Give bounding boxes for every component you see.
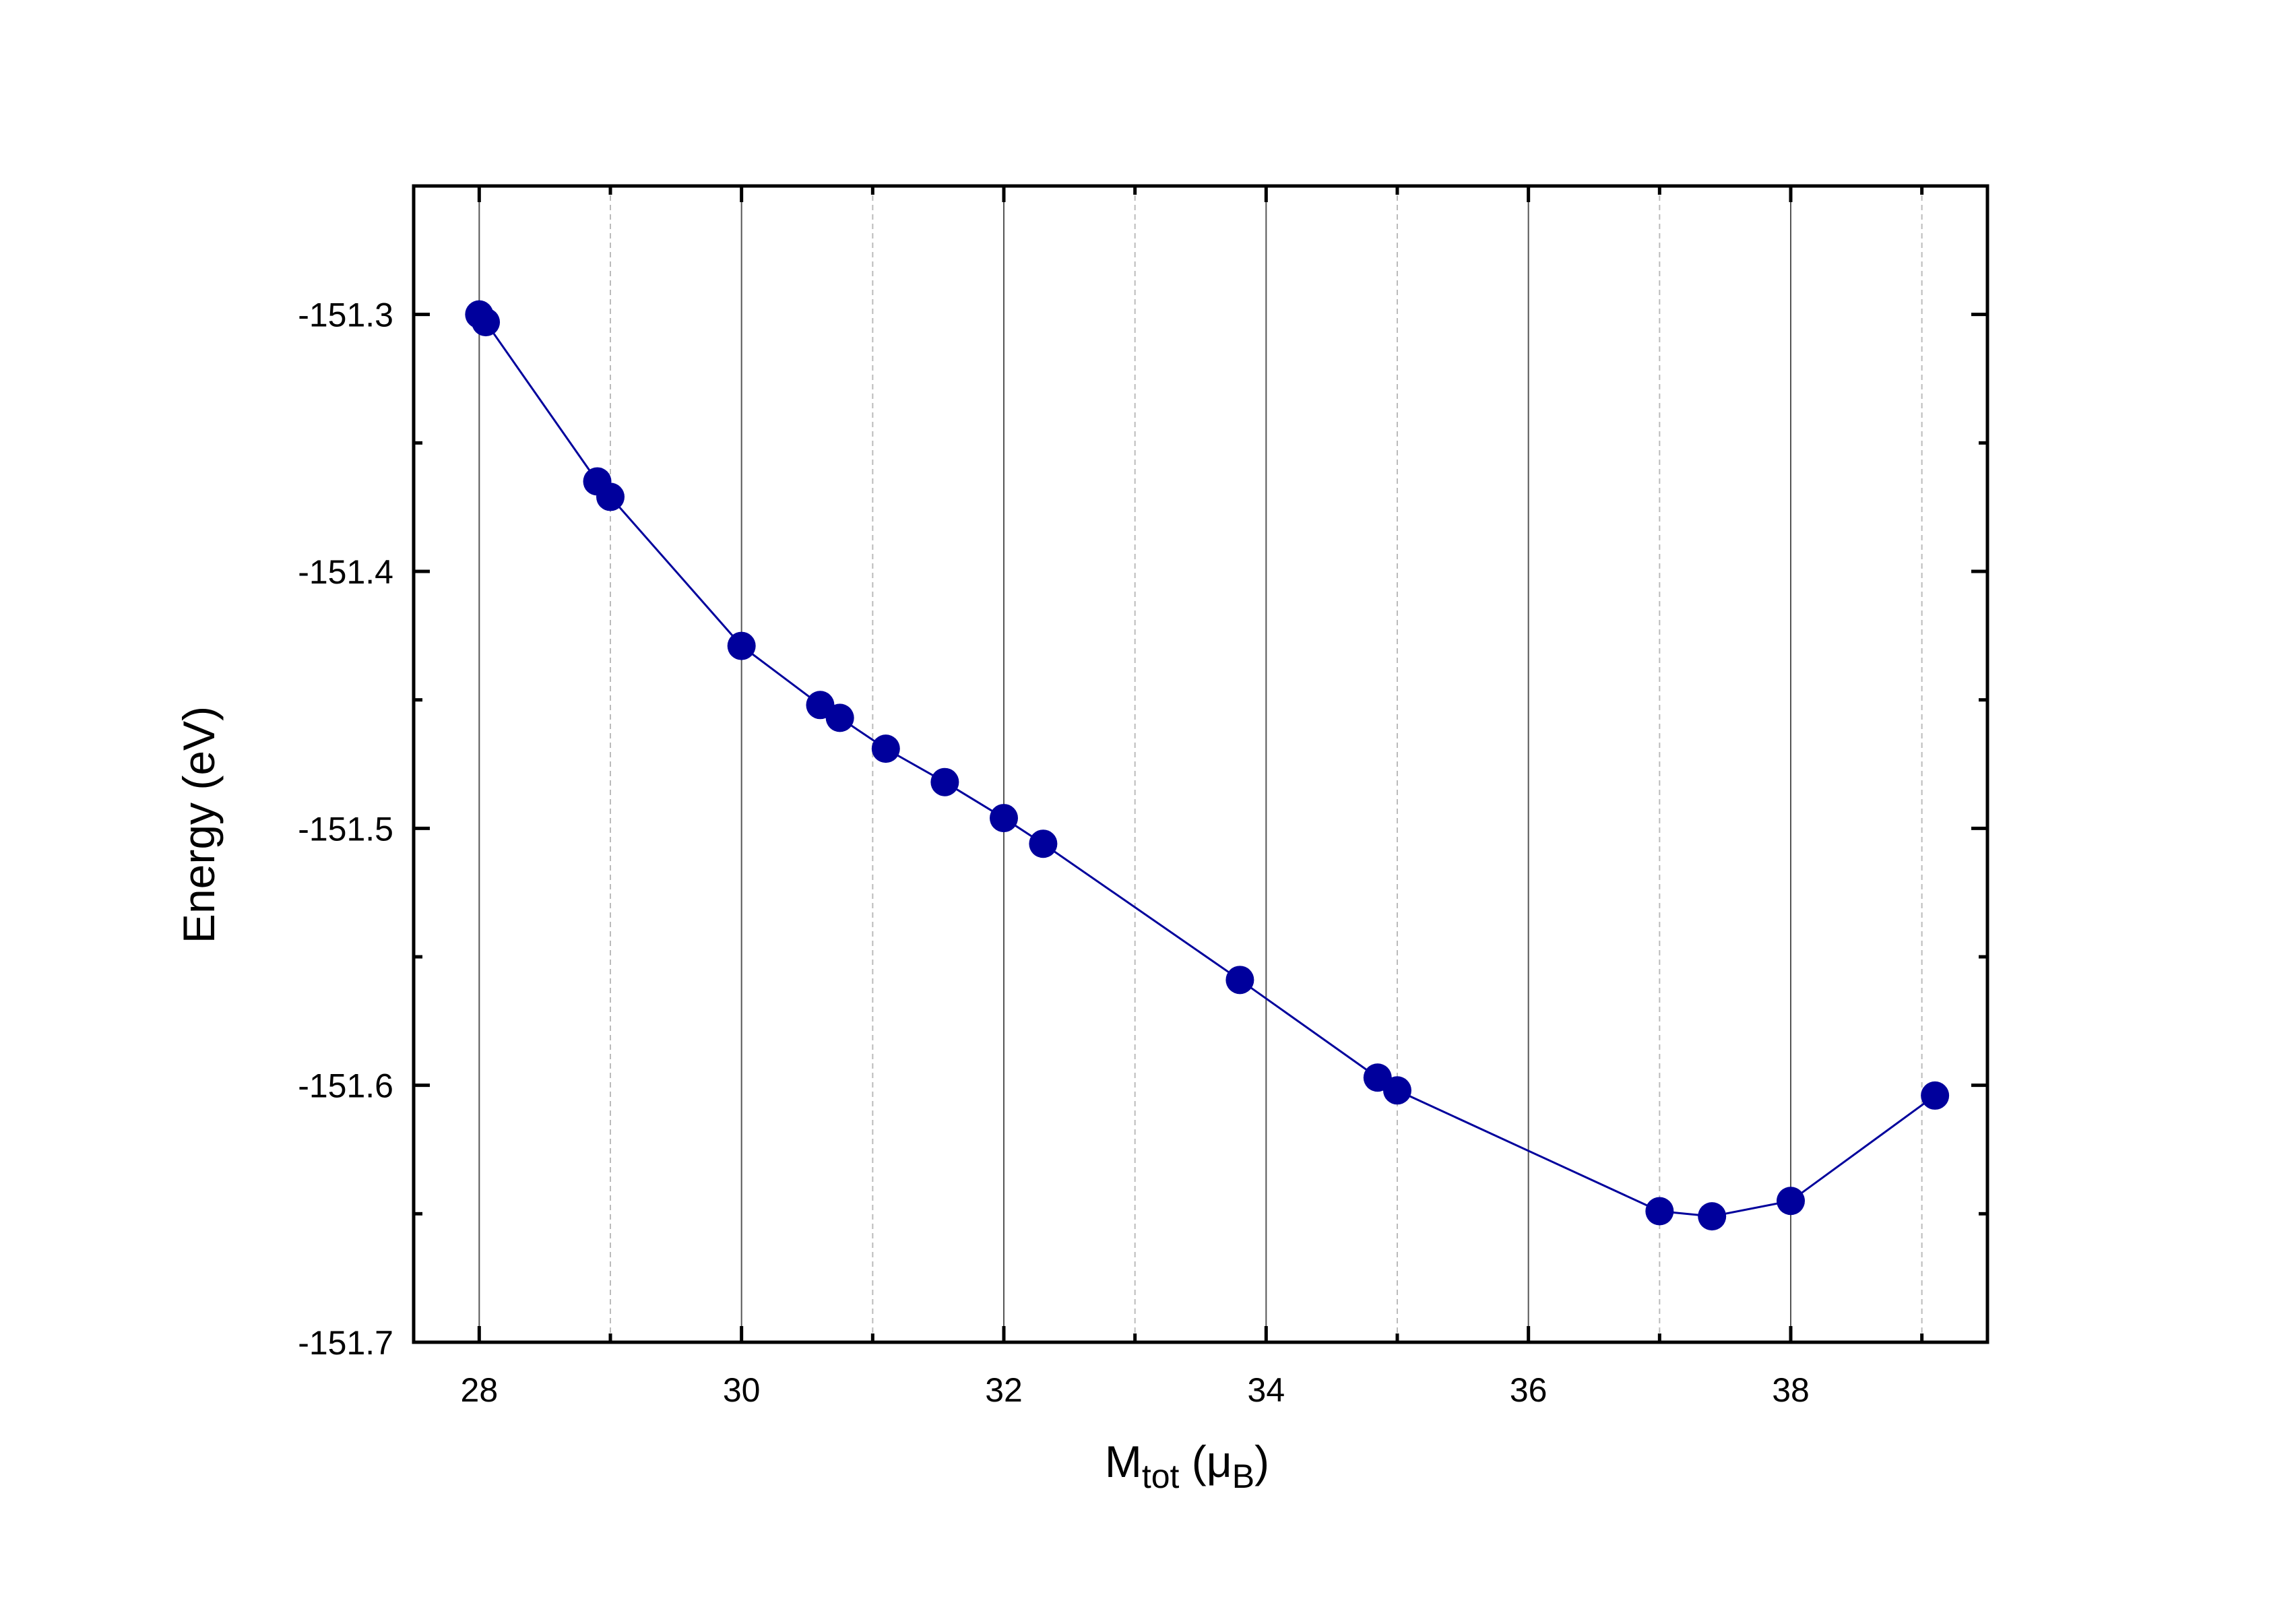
data-point — [1225, 966, 1254, 995]
data-point — [1645, 1197, 1674, 1226]
x-tick-label: 36 — [1510, 1371, 1548, 1409]
x-axis-title-unit-open: (μ — [1179, 1437, 1232, 1486]
plot-frame — [412, 184, 1989, 1344]
x-axis-title-unit-close: ) — [1254, 1437, 1269, 1486]
data-point — [990, 804, 1018, 833]
x-axis-title-unit-sub: B — [1232, 1457, 1254, 1495]
data-point — [472, 308, 501, 337]
data-point — [825, 703, 854, 732]
y-tick-label: -151.3 — [298, 296, 393, 334]
x-tick-label: 30 — [723, 1371, 761, 1409]
data-point — [871, 734, 900, 763]
data-point — [1029, 829, 1058, 858]
x-tick-label: 32 — [985, 1371, 1023, 1409]
data-point — [1383, 1076, 1411, 1105]
x-axis-title-sub: tot — [1142, 1457, 1180, 1495]
x-tick-label: 28 — [461, 1371, 499, 1409]
y-tick-label: -151.7 — [298, 1324, 393, 1362]
axis-ticks: 28 30 32 34 36 38 -151.3 -151.4 -151.5 -151.6 -151… — [298, 186, 1987, 1409]
data-point — [1698, 1202, 1727, 1231]
x-axis-title: Mtot (μB) — [1105, 1437, 1269, 1495]
y-tick-label: -151.6 — [298, 1067, 393, 1105]
data-point — [1921, 1081, 1950, 1110]
y-tick-label: -151.5 — [298, 810, 393, 848]
grid-lines — [478, 186, 1923, 1342]
data-point — [727, 631, 756, 660]
data-series — [465, 300, 1950, 1231]
x-tick-label: 34 — [1248, 1371, 1285, 1409]
y-axis-title: Energy (eV) — [174, 706, 224, 943]
data-point — [930, 767, 959, 796]
data-point — [1777, 1187, 1805, 1216]
y-tick-label: -151.4 — [298, 553, 393, 591]
x-axis-title-main: M — [1105, 1437, 1142, 1486]
data-point — [596, 482, 625, 511]
x-tick-label: 38 — [1772, 1371, 1810, 1409]
